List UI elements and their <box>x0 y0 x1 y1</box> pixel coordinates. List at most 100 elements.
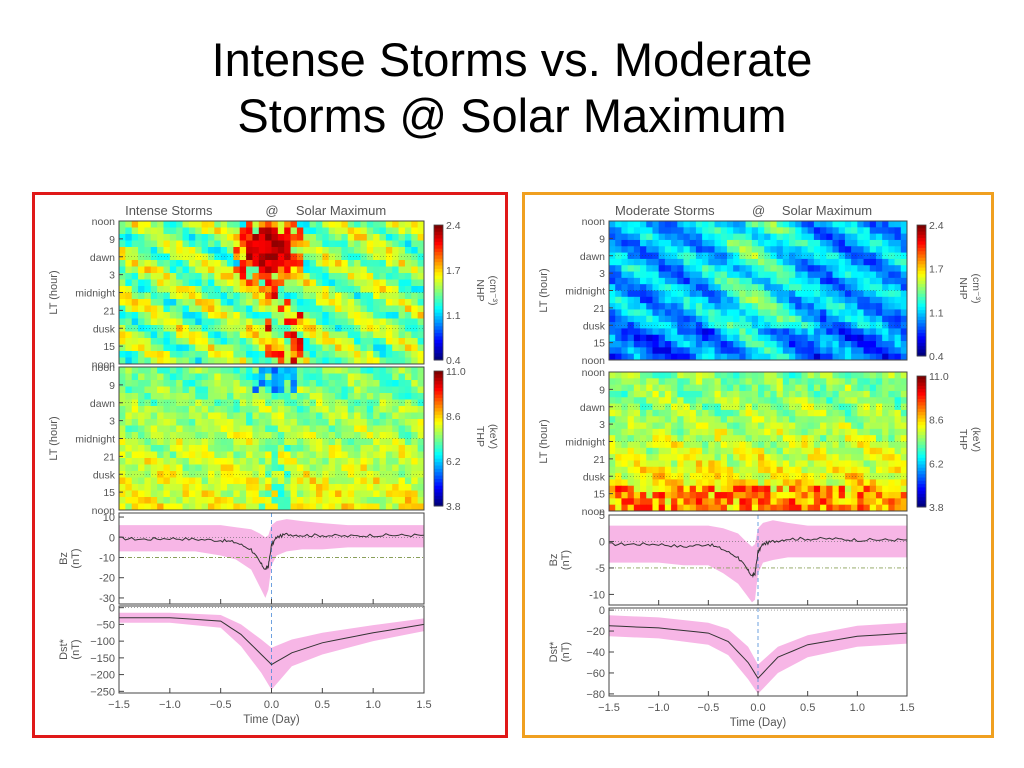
heatmap-cell <box>758 221 765 228</box>
heatmap-cell <box>677 372 684 379</box>
heatmap-cell <box>789 303 796 310</box>
heatmap-cell <box>844 416 852 423</box>
heatmap-cell <box>677 409 684 417</box>
heatmap-cell <box>411 305 419 313</box>
heatmap-cell <box>820 347 827 355</box>
colorbar-step <box>917 234 926 239</box>
heatmap-cell <box>258 477 266 485</box>
heatmap-cell <box>869 422 877 430</box>
heatmap-cell <box>284 227 291 235</box>
heatmap-cell <box>900 504 908 512</box>
heatmap-cell <box>646 334 653 342</box>
heatmap-cell <box>714 498 722 506</box>
heatmap-cell <box>411 373 419 381</box>
heatmap-cell <box>296 266 304 274</box>
heatmap-cell <box>776 416 784 423</box>
heatmap-cell <box>857 334 864 342</box>
heatmap-cell <box>265 234 272 241</box>
colorbar-step <box>917 461 926 465</box>
heatmap-cell <box>144 305 152 313</box>
heatmap-cell <box>770 239 778 247</box>
heatmap-cell <box>207 386 215 394</box>
heatmap-cell <box>150 373 158 381</box>
heatmap-cell <box>615 341 622 348</box>
heatmap-cell <box>265 497 272 504</box>
dst-tick-label: −50 <box>96 619 115 631</box>
heatmap-cell <box>335 503 342 511</box>
heatmap-cell <box>677 328 684 336</box>
heatmap-cell <box>296 357 304 365</box>
heatmap-cell <box>851 258 858 266</box>
heatmap-cell <box>144 393 152 400</box>
heatmap-cell <box>789 341 796 348</box>
heatmap-cell <box>303 331 311 339</box>
heatmap-cell <box>277 221 285 228</box>
heatmap-cell <box>233 490 241 498</box>
heatmap-cell <box>621 390 629 398</box>
heatmap-cell <box>354 279 361 287</box>
heatmap-cell <box>770 409 778 417</box>
heatmap-cell <box>347 445 355 452</box>
heatmap-cell <box>188 286 196 293</box>
heatmap-cell <box>144 373 152 381</box>
colorbar-step <box>434 391 443 396</box>
heatmap-cell <box>233 292 241 300</box>
heatmap-cell <box>888 447 895 455</box>
heatmap-cell <box>328 438 336 446</box>
heatmap-cell <box>335 419 342 426</box>
heatmap-cell <box>354 380 361 387</box>
heatmap-cell <box>615 334 622 342</box>
heatmap-cell <box>163 458 171 465</box>
heatmap-cell <box>157 253 164 261</box>
heatmap-cell <box>271 253 279 261</box>
heatmap-cell <box>671 498 678 506</box>
heatmap-cell <box>284 357 291 365</box>
heatmap-cell <box>373 419 380 426</box>
heatmap-cell <box>341 221 349 228</box>
heatmap-cell <box>857 460 864 468</box>
heatmap-cell <box>214 471 222 478</box>
heatmap-cell <box>258 286 266 293</box>
heatmap-cell <box>875 504 883 512</box>
heatmap-cell <box>671 290 678 298</box>
heatmap-cell <box>271 240 279 248</box>
heatmap-cell <box>664 277 672 285</box>
heatmap-cell <box>708 409 715 417</box>
heatmap-cell <box>714 284 722 291</box>
heatmap-cell <box>131 451 139 459</box>
heatmap-cell <box>309 490 317 498</box>
heatmap-cell <box>341 292 349 300</box>
heatmap-cell <box>689 334 697 342</box>
heatmap-cell <box>347 399 355 407</box>
heatmap-cell <box>733 322 740 329</box>
heatmap-cell <box>379 367 387 374</box>
heatmap-cell <box>900 384 908 392</box>
heatmap-cell <box>708 227 715 235</box>
heatmap-cell <box>726 485 734 493</box>
heatmap-cell <box>627 372 635 379</box>
heatmap-cell <box>776 258 784 266</box>
heatmap-cell <box>188 386 196 394</box>
heatmap-cell <box>188 357 196 365</box>
heatmap-cell <box>671 309 678 317</box>
heatmap-cell <box>677 435 684 442</box>
heatmap-cell <box>627 221 635 228</box>
heatmap-cell <box>360 325 368 332</box>
heatmap-cell <box>875 492 883 499</box>
heatmap-cell <box>417 438 425 446</box>
heatmap-cell <box>882 290 889 298</box>
heatmap-cell <box>322 331 330 339</box>
heatmap-cell <box>360 445 368 452</box>
heatmap-cell <box>695 246 703 253</box>
heatmap-cell <box>188 490 196 498</box>
heatmap-cell <box>125 279 133 287</box>
heatmap-cell <box>813 492 821 499</box>
heatmap-cell <box>826 296 833 304</box>
heatmap-cell <box>182 484 190 491</box>
heatmap-cell <box>888 221 895 228</box>
heatmap-cell <box>125 305 133 313</box>
heatmap-cell <box>857 422 864 430</box>
heatmap-cell <box>782 498 790 506</box>
heatmap-cell <box>303 412 311 420</box>
heatmap-cell <box>182 425 190 433</box>
